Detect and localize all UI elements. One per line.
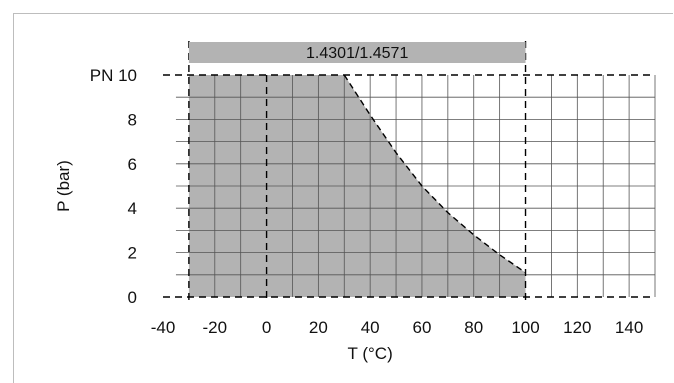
x-tick-label: -40: [151, 318, 176, 337]
x-tick-label: 140: [615, 318, 643, 337]
y-tick-label: 2: [128, 244, 137, 263]
y-tick-label: 8: [128, 110, 137, 129]
chart-frame: [13, 13, 673, 383]
x-tick-label: -20: [203, 318, 228, 337]
pressure-limit-curve: [343, 74, 526, 274]
material-band-label: 1.4301/1.4571: [306, 45, 408, 62]
y-tick-label: 6: [128, 155, 137, 174]
x-tick-label: 20: [309, 318, 328, 337]
x-tick-label: 60: [412, 318, 431, 337]
y-tick-label: PN 10: [90, 66, 137, 85]
y-axis-label: P (bar): [54, 160, 73, 212]
x-tick-label: 80: [464, 318, 483, 337]
x-tick-label: 0: [262, 318, 271, 337]
material-band: [188, 42, 526, 63]
x-axis-label: T (°C): [348, 344, 393, 363]
y-tick-label: 0: [128, 288, 137, 307]
x-tick-label: 40: [361, 318, 380, 337]
x-tick-label: 100: [511, 318, 539, 337]
y-tick-label: 4: [128, 199, 137, 218]
x-tick-label: 120: [563, 318, 591, 337]
